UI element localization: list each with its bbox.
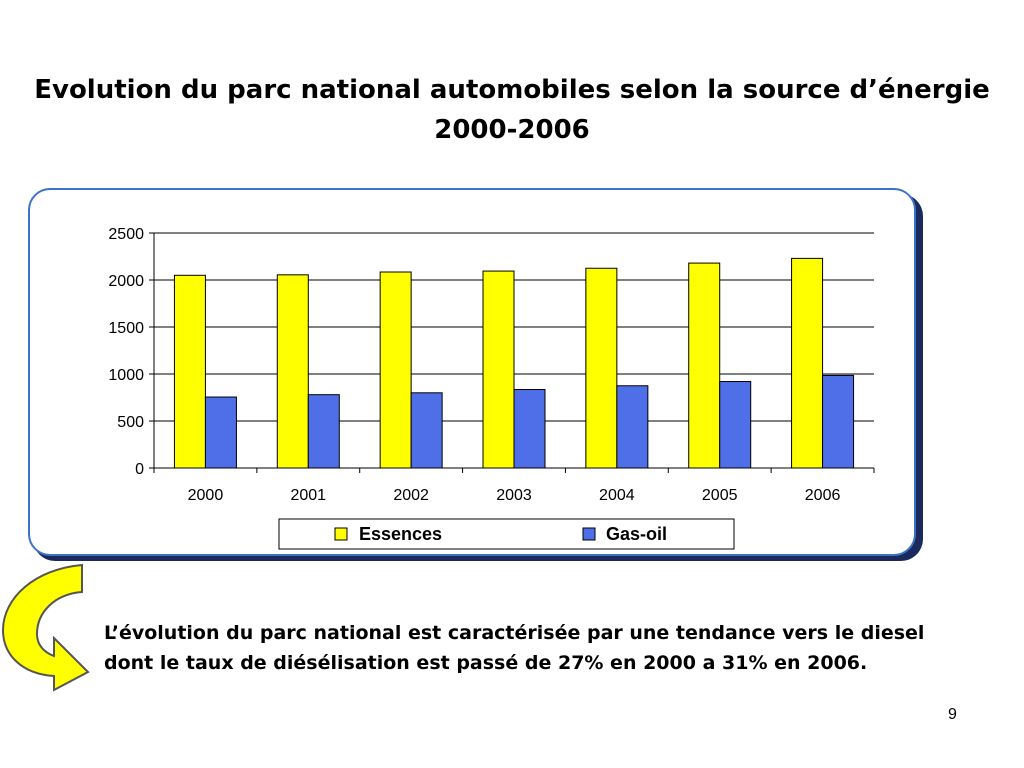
- bar-gas-oil-2000: [204, 396, 237, 469]
- bar-gas-oil-2001: [307, 394, 340, 469]
- y-tick-label: 0: [135, 461, 144, 478]
- legend: Essences Gas-oil: [278, 518, 735, 550]
- x-tick-label: 2004: [599, 487, 635, 504]
- bar-essences-2001: [276, 274, 309, 469]
- slide-title-line1: Evolution du parc national automobiles s…: [34, 75, 990, 105]
- x-tick-label: 2000: [188, 487, 224, 504]
- x-tick-label: 2005: [702, 487, 738, 504]
- legend-label-essences: Essences: [359, 524, 442, 544]
- legend-swatch-essences: [334, 527, 348, 541]
- y-tick-label: 1000: [108, 367, 144, 384]
- curved-arrow-shape: [1, 563, 90, 692]
- bar-gas-oil-2002: [410, 392, 443, 469]
- axis-labels: 0 500 1000 1500 2000 2500 2000 2001 2002 2003 2004…: [108, 226, 840, 504]
- bar-gas-oil-2005: [719, 381, 752, 469]
- bar-essences-2005: [688, 262, 721, 469]
- bar-essences-2003: [482, 270, 515, 469]
- bars: [173, 257, 855, 469]
- y-tick-label: 2500: [108, 226, 144, 243]
- axes: [149, 232, 875, 473]
- slide-title-line2: 2000-2006: [434, 115, 590, 145]
- x-tick-label: 2002: [393, 487, 429, 504]
- slide-title: Evolution du parc national automobiles s…: [0, 70, 1024, 150]
- legend-swatch-gas-oil: [582, 527, 596, 541]
- bar-essences-2002: [379, 271, 412, 469]
- x-tick-label: 2001: [290, 487, 326, 504]
- curved-arrow-icon: [1, 563, 90, 692]
- bar-gas-oil-2003: [513, 389, 546, 469]
- y-tick-label: 2000: [108, 273, 144, 290]
- bar-gas-oil-2004: [616, 385, 649, 469]
- y-tick-label: 1500: [108, 320, 144, 337]
- bar-chart: 0 500 1000 1500 2000 2500 2000 2001 2002 2003 2004…: [108, 226, 875, 550]
- y-tick-label: 500: [117, 414, 144, 431]
- body-text: L’évolution du parc national est caracté…: [104, 622, 925, 674]
- x-tick-label: 2006: [805, 487, 841, 504]
- bar-essences-2006: [791, 257, 824, 469]
- bar-essences-2004: [585, 267, 618, 469]
- bar-essences-2000: [173, 274, 206, 469]
- legend-label-gas-oil: Gas-oil: [606, 524, 667, 544]
- x-tick-label: 2003: [496, 487, 532, 504]
- legend-box: [278, 518, 735, 550]
- bar-gas-oil-2006: [822, 374, 855, 469]
- page-number: 9: [948, 706, 957, 723]
